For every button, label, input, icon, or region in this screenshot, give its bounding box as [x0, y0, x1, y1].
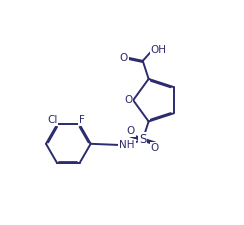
Text: O: O	[120, 53, 128, 63]
Text: F: F	[79, 115, 85, 125]
Text: Cl: Cl	[47, 115, 57, 125]
Text: O: O	[124, 95, 132, 105]
Text: NH: NH	[119, 140, 135, 150]
Text: OH: OH	[151, 45, 167, 55]
Text: S: S	[139, 133, 146, 146]
Text: O: O	[151, 143, 159, 153]
Text: O: O	[126, 126, 135, 136]
